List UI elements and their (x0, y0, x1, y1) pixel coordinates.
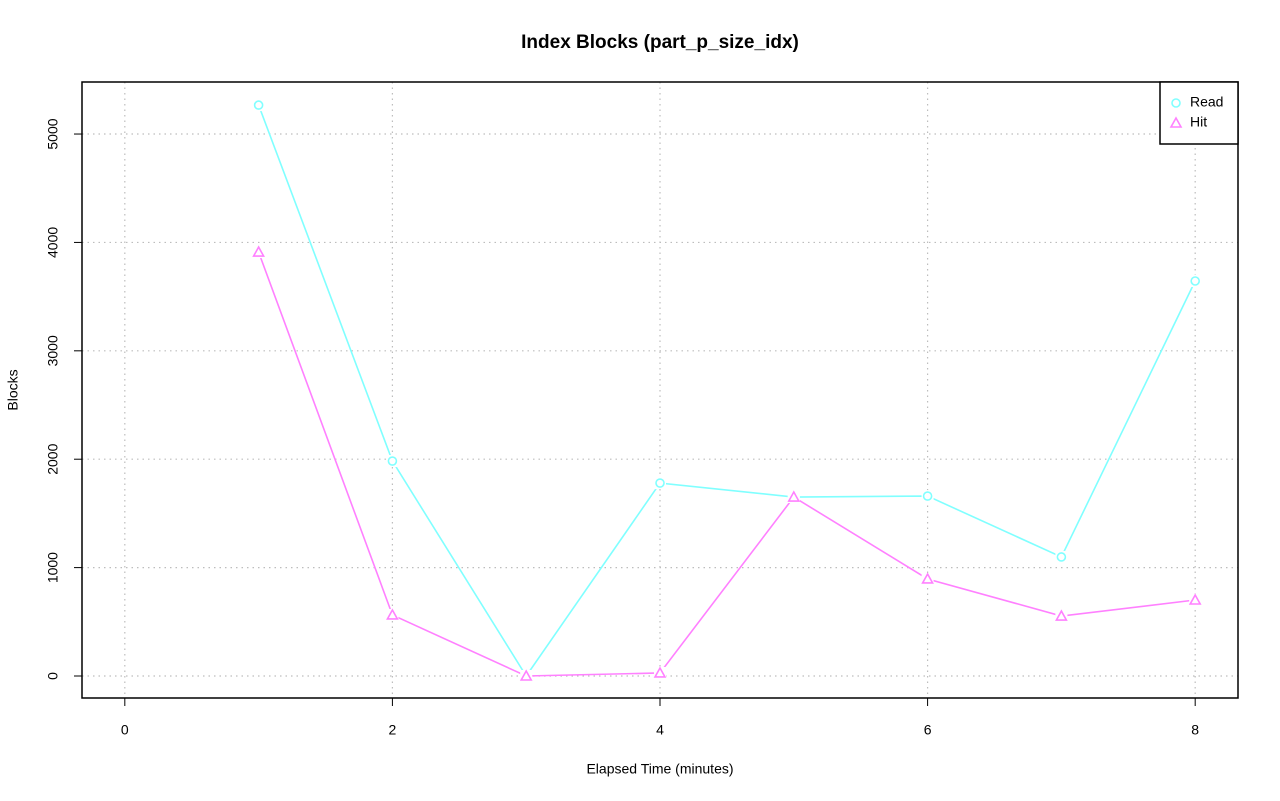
marker (252, 245, 265, 257)
y-tick-label: 3000 (45, 335, 61, 366)
marker (922, 491, 933, 501)
legend-label: Hit (1190, 114, 1207, 130)
series-line (257, 251, 1196, 677)
marker-gap (787, 491, 800, 504)
marker (386, 608, 399, 620)
marker (655, 478, 665, 488)
x-tick-label: 6 (924, 722, 932, 738)
marker-gap (654, 666, 666, 679)
y-tick-label: 5000 (45, 118, 61, 149)
marker-gap (252, 246, 265, 259)
marker (1056, 552, 1067, 562)
marker (787, 490, 801, 502)
legend-marker (1171, 98, 1181, 108)
y-tick-label: 0 (45, 672, 61, 680)
marker (1190, 276, 1200, 286)
chart-title: Index Blocks (part_p_size_idx) (521, 32, 799, 53)
y-tick-label: 1000 (45, 552, 61, 583)
legend-marker (1169, 116, 1183, 128)
marker-gap (386, 608, 399, 621)
marker-gap (1055, 610, 1068, 623)
legend-label: Read (1190, 94, 1223, 110)
marker (519, 669, 533, 681)
marker (921, 572, 934, 584)
y-tick-label: 4000 (45, 227, 61, 258)
marker (253, 100, 264, 110)
marker (387, 456, 398, 466)
x-tick-label: 0 (121, 722, 129, 738)
series-line (257, 104, 1196, 678)
x-tick-label: 4 (656, 722, 664, 738)
marker (1055, 609, 1068, 621)
x-tick-label: 2 (389, 722, 397, 738)
plot-frame (81, 81, 1239, 699)
y-axis-label: Blocks (5, 369, 21, 410)
legend-box (1159, 81, 1239, 145)
marker (1188, 593, 1202, 605)
marker-gap (921, 572, 934, 585)
marker-gap (520, 669, 533, 682)
marker-gap (1189, 594, 1202, 607)
y-tick-label: 2000 (45, 443, 61, 474)
marker (653, 666, 667, 678)
x-tick-label: 8 (1191, 722, 1199, 738)
x-axis-label: Elapsed Time (minutes) (586, 761, 733, 777)
